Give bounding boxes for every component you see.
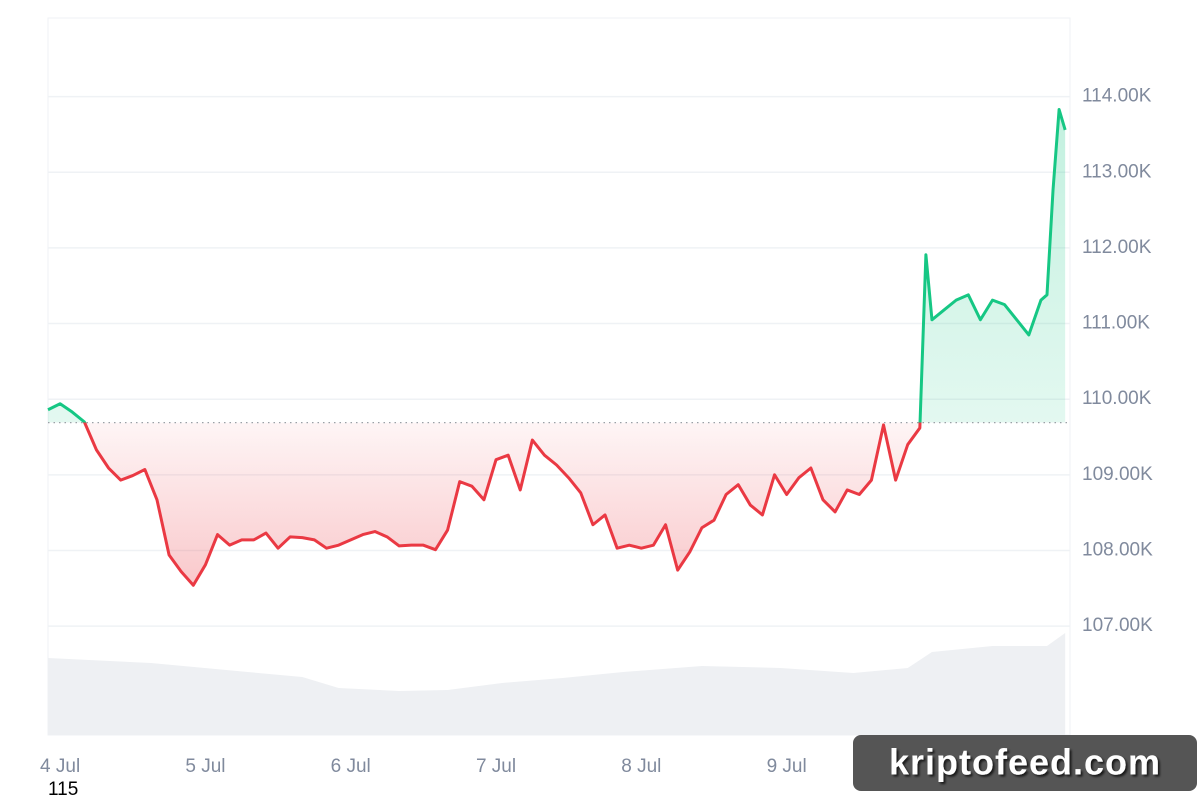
footnote: 115 xyxy=(48,779,78,800)
y-tick-label: 113.00K xyxy=(1082,161,1152,182)
y-tick-label: 107.00K xyxy=(1082,615,1153,636)
plot-frame xyxy=(47,17,1071,736)
price-area xyxy=(48,109,1066,586)
y-tick-label: 114.00K xyxy=(1082,86,1152,107)
x-tick-label: 6 Jul xyxy=(331,756,371,777)
volume-area xyxy=(48,633,1066,735)
x-tick-label: 9 Jul xyxy=(767,756,807,777)
y-tick-label: 111.00K xyxy=(1082,313,1150,334)
y-tick-label: 109.00K xyxy=(1082,464,1153,485)
x-tick-label: 8 Jul xyxy=(621,756,661,777)
x-tick-label: 5 Jul xyxy=(185,756,225,777)
watermark-bg xyxy=(853,735,1197,791)
watermark-box: kriptofeed.com xyxy=(853,735,1197,791)
y-tick-label: 110.00K xyxy=(1082,388,1152,409)
x-tick-label: 4 Jul xyxy=(40,756,80,777)
x-tick-label: 7 Jul xyxy=(476,756,516,777)
y-tick-label: 108.00K xyxy=(1082,539,1153,560)
watermark: kriptofeed.com xyxy=(889,742,1161,783)
price-line xyxy=(47,108,1067,587)
y-tick-label: 112.00K xyxy=(1082,237,1152,258)
